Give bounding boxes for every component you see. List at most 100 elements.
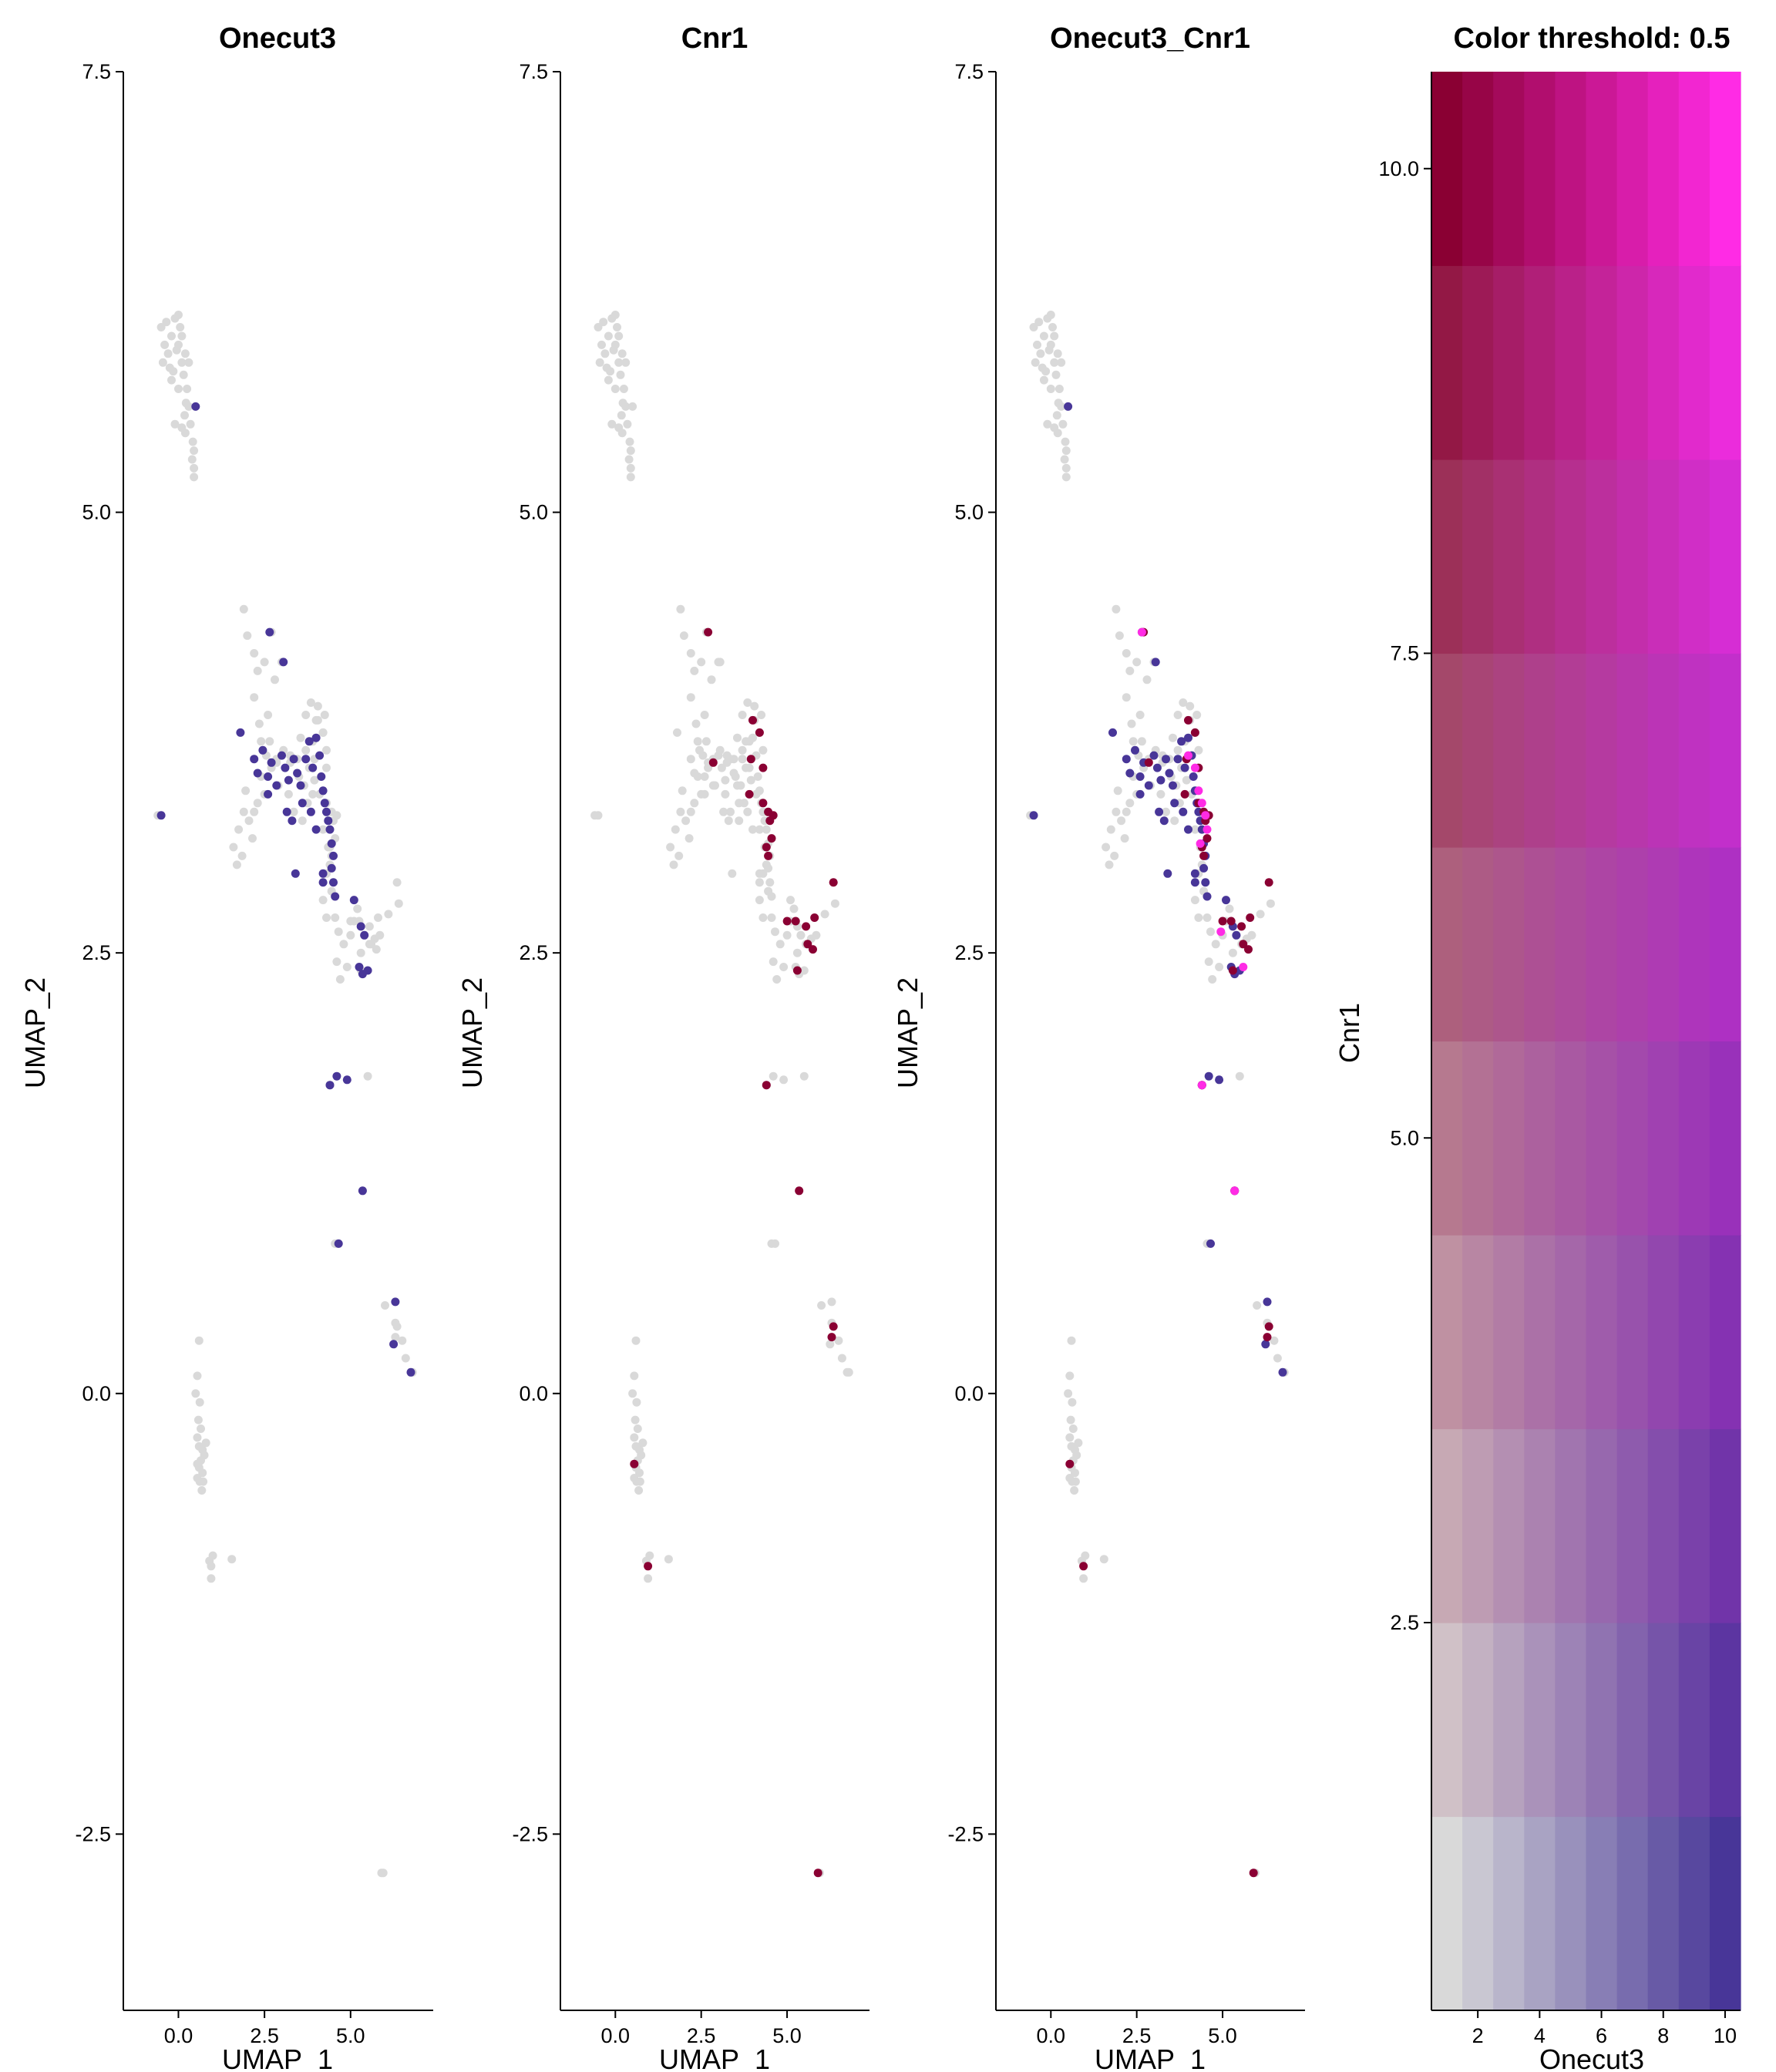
color-key-cell <box>1493 72 1525 267</box>
cnr1-point-low <box>786 896 795 905</box>
blend-point-low <box>1071 1468 1079 1478</box>
color-key-cell <box>1678 265 1710 460</box>
cnr1-point-low <box>755 896 764 905</box>
cnr1-point-expressing <box>758 799 768 808</box>
cnr1-point-expressing <box>829 1322 838 1331</box>
color-key-cell <box>1678 1041 1710 1236</box>
cnr1-point-low <box>735 799 744 808</box>
onecut3-point-low <box>193 1459 202 1468</box>
cnr1-x-tick-label: 0.0 <box>601 2024 631 2047</box>
color-key-y-tick-label: 5.0 <box>1390 1126 1419 1149</box>
blend-point-onecut3 <box>1204 1071 1213 1081</box>
cnr1-point-expressing <box>745 789 754 799</box>
blend-point-onecut3 <box>1122 755 1131 764</box>
onecut3-point-low <box>193 1415 203 1424</box>
onecut3-point-expressing <box>304 737 314 746</box>
blend-point-onecut3 <box>1125 769 1135 778</box>
blend-y-axis-title: UMAP_2 <box>892 977 923 1088</box>
blend-point-low <box>1099 1555 1108 1564</box>
color-key-x-tick-label: 10 <box>1714 2024 1737 2047</box>
blend-point-both <box>1196 839 1205 848</box>
onecut3-point-expressing <box>360 930 369 940</box>
onecut3-point-expressing <box>278 751 286 760</box>
color-key-cell <box>1616 459 1649 654</box>
color-key-cell <box>1586 1235 1618 1430</box>
cnr1-point-low <box>719 807 728 816</box>
blend-point-low <box>1115 631 1124 641</box>
cnr1-point-low <box>613 323 621 331</box>
onecut3-points <box>153 311 417 1878</box>
onecut3-point-expressing <box>318 869 328 878</box>
color-key-cell <box>1616 1235 1649 1430</box>
onecut3-point-low <box>339 940 348 949</box>
onecut3-point-expressing <box>156 811 166 820</box>
color-key-cell <box>1709 653 1741 848</box>
blend-point-low <box>1194 913 1203 922</box>
onecut3-axes: -2.5 0.0 2.5 5.0 7.5 0.0 2.5 5.0 <box>75 60 433 2047</box>
onecut3-point-expressing <box>253 769 262 778</box>
blend-point-both <box>1197 1081 1206 1090</box>
cnr1-point-low <box>834 1336 843 1345</box>
color-key-cell <box>1462 653 1494 848</box>
blend-point-low <box>1110 851 1119 860</box>
cnr1-point-low <box>614 358 624 367</box>
onecut3-point-low <box>310 775 319 785</box>
blend-point-low <box>1081 1551 1090 1560</box>
cnr1-point-low <box>617 411 626 420</box>
cnr1-point-low <box>645 1551 654 1560</box>
color-key-cell <box>1647 847 1680 1042</box>
blend-point-onecut3 <box>1169 781 1177 790</box>
onecut3-point-low <box>177 423 187 432</box>
onecut3-point-expressing <box>267 758 276 767</box>
cnr1-point-low <box>697 658 706 667</box>
blend-point-low <box>1052 411 1061 420</box>
onecut3-point-low <box>322 913 331 922</box>
onecut3-point-low <box>197 1424 205 1433</box>
color-key-cell <box>1647 1041 1680 1236</box>
color-key-cell <box>1678 1428 1710 1623</box>
color-key-cell <box>1431 1623 1463 1818</box>
cnr1-point-low <box>614 423 624 432</box>
onecut3-point-low <box>158 358 167 367</box>
color-key-cell <box>1555 1816 1587 2011</box>
blend-point-low <box>1106 825 1115 834</box>
cnr1-point-expressing <box>829 878 838 887</box>
onecut3-point-low <box>250 649 259 658</box>
blend-point-onecut3 <box>1261 1340 1270 1349</box>
onecut3-point-expressing <box>288 816 297 826</box>
cnr1-point-low <box>630 1433 639 1442</box>
blend-point-cnr1 <box>1263 1333 1272 1342</box>
blend-x-tick-label: 2.5 <box>1122 2024 1152 2047</box>
blend-point-low <box>1068 1424 1078 1433</box>
blend-point-onecut3 <box>1156 775 1166 785</box>
cnr1-point-low <box>594 323 603 331</box>
onecut3-point-low <box>374 913 382 922</box>
blend-point-cnr1 <box>1244 945 1253 954</box>
cnr1-point-low <box>721 789 730 799</box>
cnr1-x-axis-title: UMAP_1 <box>659 2043 770 2072</box>
cnr1-point-low <box>735 816 744 826</box>
blend-point-low <box>1235 1071 1244 1081</box>
cnr1-point-low <box>743 807 752 816</box>
cnr1-point-low <box>728 869 737 878</box>
color-key-cell <box>1555 1428 1587 1623</box>
color-key-title: Color threshold: 0.5 <box>1454 22 1731 55</box>
cnr1-point-low <box>738 755 747 764</box>
cnr1-point-low <box>610 385 620 393</box>
blend-point-onecut3 <box>1149 751 1159 760</box>
onecut3-panel: Onecut3 UMAP_1 UMAP_2 -2.5 0.0 2.5 5.0 7.5 0.… <box>19 22 433 2072</box>
onecut3-point-expressing <box>356 922 365 931</box>
color-key-panel: Color threshold: 0.5 Onecut3 Cnr1 2.5 5.0… <box>1334 22 1741 2072</box>
blend-point-low <box>1057 358 1066 367</box>
blend-point-onecut3 <box>1184 825 1192 834</box>
cnr1-point-low <box>690 799 699 808</box>
cnr1-point-low <box>717 763 726 772</box>
onecut3-point-expressing <box>315 751 325 760</box>
onecut3-point-low <box>170 419 180 429</box>
blend-point-low <box>1112 807 1121 816</box>
onecut3-point-expressing <box>281 763 290 772</box>
blend-point-low <box>1266 899 1275 908</box>
blend-point-onecut3 <box>1184 733 1192 742</box>
onecut3-point-expressing <box>250 755 259 764</box>
onecut3-point-low <box>398 1336 407 1345</box>
